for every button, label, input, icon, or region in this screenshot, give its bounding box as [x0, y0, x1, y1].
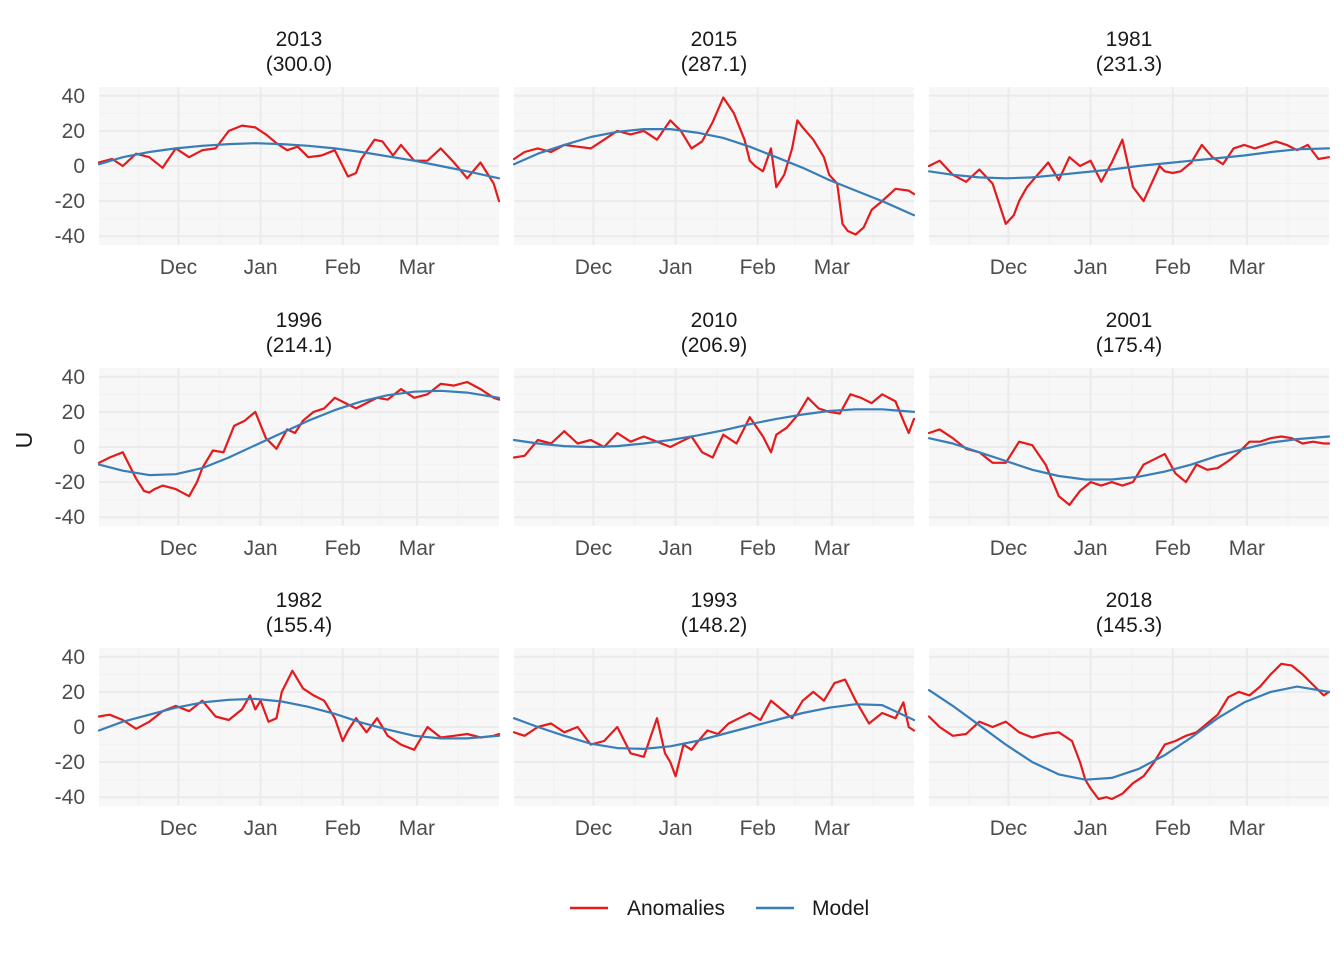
x-tick-label: Feb — [740, 537, 776, 560]
x-tick-label: Feb — [325, 817, 361, 840]
series-model-line — [512, 128, 916, 217]
panel-2001: Dec Jan Feb Mar 2001(175.4) — [927, 309, 1331, 560]
series-anomalies-line — [512, 96, 916, 236]
panel-title-year: 1996 — [276, 309, 323, 332]
x-tick-label: Dec — [575, 256, 612, 279]
panel-title-year: 2013 — [276, 28, 323, 51]
x-tick-label: Dec — [990, 817, 1027, 840]
panel-1993: Dec Jan Feb Mar 1993(148.2) — [512, 589, 916, 840]
y-tick-label: -40 — [55, 506, 85, 529]
x-tick-label: Jan — [244, 817, 278, 840]
x-tick-label: Jan — [1074, 537, 1108, 560]
x-tick-label: Feb — [740, 817, 776, 840]
x-tick-label: Jan — [659, 817, 693, 840]
series-model-line — [512, 408, 916, 449]
y-tick-label: -40 — [55, 225, 85, 248]
series-model-line — [97, 389, 501, 477]
x-tick-label: Mar — [399, 256, 435, 279]
y-tick-label: 20 — [62, 401, 85, 424]
y-tick-label: -40 — [55, 786, 85, 809]
panel-1996: 40 20 0 -20 -40 Dec Jan Feb Mar 1996(214.1) — [55, 309, 501, 560]
panel-title-year: 1982 — [276, 589, 323, 612]
x-tick-label: Dec — [160, 256, 197, 279]
series-anomalies-line — [97, 124, 501, 203]
panel-1981: Dec Jan Feb Mar 1981(231.3) — [927, 28, 1331, 279]
x-tick-label: Feb — [740, 256, 776, 279]
x-tick-label: Mar — [814, 817, 850, 840]
panel-title-year: 2018 — [1106, 589, 1153, 612]
x-tick-label: Feb — [325, 256, 361, 279]
panel-title-value: (148.2) — [681, 614, 748, 637]
series-model-line — [927, 685, 1331, 781]
panel-title-value: (145.3) — [1096, 614, 1163, 637]
y-tick-label: 20 — [62, 120, 85, 143]
x-tick-label: Dec — [990, 537, 1027, 560]
x-tick-label: Feb — [1155, 537, 1191, 560]
panel-title-year: 2010 — [691, 309, 738, 332]
panel-title-value: (287.1) — [681, 53, 748, 76]
y-tick-label: 0 — [73, 716, 85, 739]
panel-title-value: (206.9) — [681, 334, 748, 357]
series-model-line — [927, 435, 1331, 481]
x-tick-label: Feb — [1155, 256, 1191, 279]
x-tick-label: Mar — [814, 537, 850, 560]
x-tick-label: Jan — [1074, 817, 1108, 840]
x-tick-label: Mar — [1229, 537, 1265, 560]
y-tick-label: -20 — [55, 471, 85, 494]
series-anomalies-line — [927, 662, 1331, 801]
panel-2018: Dec Jan Feb Mar 2018(145.3) — [927, 589, 1331, 840]
y-tick-label: -20 — [55, 190, 85, 213]
x-tick-label: Feb — [325, 537, 361, 560]
x-tick-label: Mar — [814, 256, 850, 279]
panel-title-year: 2015 — [691, 28, 738, 51]
panel-2013: 40 20 0 -20 -40 Dec Jan Feb Mar 2013(300.0) — [55, 28, 501, 279]
x-tick-label: Mar — [1229, 256, 1265, 279]
series-anomalies-line — [927, 138, 1331, 225]
panel-2015: Dec Jan Feb Mar 2015(287.1) — [512, 28, 916, 279]
series-model-line — [927, 147, 1331, 180]
x-tick-label: Jan — [1074, 256, 1108, 279]
y-tick-label: 0 — [73, 155, 85, 178]
y-tick-label: 40 — [62, 85, 85, 108]
y-tick-label: 0 — [73, 436, 85, 459]
y-tick-label: 20 — [62, 681, 85, 704]
panel-1982: 40 20 0 -20 -40 Dec Jan Feb Mar 1982(155.4) — [55, 589, 501, 840]
series-anomalies-line — [927, 428, 1331, 506]
y-tick-label: -20 — [55, 751, 85, 774]
legend-label-anomalies: Anomalies — [627, 897, 725, 920]
x-tick-label: Jan — [659, 537, 693, 560]
panel-title-value: (231.3) — [1096, 53, 1163, 76]
panel-title-year: 1993 — [691, 589, 738, 612]
x-tick-label: Dec — [160, 817, 197, 840]
panel-title-year: 2001 — [1106, 309, 1153, 332]
x-tick-label: Feb — [1155, 817, 1191, 840]
legend: Anomalies Model — [570, 897, 869, 920]
series-model-line — [97, 697, 501, 740]
x-tick-label: Mar — [1229, 817, 1265, 840]
series-anomalies-line — [512, 393, 916, 459]
x-tick-label: Jan — [659, 256, 693, 279]
x-tick-label: Jan — [244, 256, 278, 279]
x-tick-label: Mar — [399, 537, 435, 560]
x-tick-label: Dec — [575, 537, 612, 560]
panel-title-value: (300.0) — [266, 53, 333, 76]
x-tick-label: Dec — [160, 537, 197, 560]
y-tick-label: 40 — [62, 646, 85, 669]
panel-title-year: 1981 — [1106, 28, 1153, 51]
panel-2010: Dec Jan Feb Mar 2010(206.9) — [512, 309, 916, 560]
y-axis-title: U — [11, 432, 37, 449]
panel-title-value: (214.1) — [266, 334, 333, 357]
series-model-line — [97, 142, 501, 180]
x-tick-label: Mar — [399, 817, 435, 840]
y-tick-label: 40 — [62, 366, 85, 389]
x-tick-label: Dec — [575, 817, 612, 840]
legend-label-model: Model — [812, 897, 869, 920]
panel-title-value: (175.4) — [1096, 334, 1163, 357]
series-model-line — [512, 703, 916, 751]
panel-title-value: (155.4) — [266, 614, 333, 637]
x-tick-label: Dec — [990, 256, 1027, 279]
x-tick-label: Jan — [244, 537, 278, 560]
